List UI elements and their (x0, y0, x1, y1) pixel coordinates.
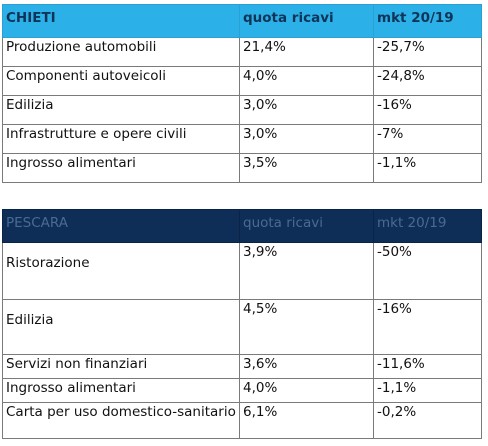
revenue-share-cell: 3,5% (239, 153, 374, 183)
market-change-cell: -7% (373, 124, 482, 154)
revenue-share-cell: 4,0% (239, 66, 374, 96)
market-change-cell: -16% (373, 95, 482, 125)
header-cell-revenue-share: quota ricavi (239, 209, 374, 243)
market-change-cell: -11,6% (373, 354, 482, 379)
market-change-cell: -50% (373, 242, 482, 300)
revenue-share-cell: 4,0% (239, 378, 374, 403)
sector-cell: Ristorazione (2, 242, 240, 300)
sector-cell: Produzione automobili (2, 37, 240, 67)
table-row: Produzione automobili 21,4% -25,7% (2, 37, 482, 67)
table-row: Ristorazione 3,9% -50% (2, 242, 482, 300)
sector-cell: Ingrosso alimentari (2, 378, 240, 403)
sector-cell: Componenti autoveicoli (2, 66, 240, 96)
sector-cell: Servizi non finanziari (2, 354, 240, 379)
revenue-share-cell: 4,5% (239, 299, 374, 355)
header-cell-market-change: mkt 20/19 (373, 209, 482, 243)
revenue-share-cell: 3,9% (239, 242, 374, 300)
revenue-share-cell: 3,0% (239, 124, 374, 154)
market-change-cell: -24,8% (373, 66, 482, 96)
market-change-cell: -25,7% (373, 37, 482, 67)
revenue-share-cell: 21,4% (239, 37, 374, 67)
market-change-cell: -16% (373, 299, 482, 355)
sector-cell: Ingrosso alimentari (2, 153, 240, 183)
table-row: Edilizia 4,5% -16% (2, 299, 482, 355)
revenue-share-cell: 3,6% (239, 354, 374, 379)
table-header-row: PESCARA quota ricavi mkt 20/19 (2, 209, 482, 243)
revenue-share-cell: 3,0% (239, 95, 374, 125)
header-cell-province: PESCARA (2, 209, 240, 243)
table-header-row: CHIETI quota ricavi mkt 20/19 (2, 4, 482, 38)
header-cell-revenue-share: quota ricavi (239, 4, 374, 38)
table-row: Ingrosso alimentari 4,0% -1,1% (2, 378, 482, 403)
table-row: Servizi non finanziari 3,6% -11,6% (2, 354, 482, 379)
header-cell-market-change: mkt 20/19 (373, 4, 482, 38)
sector-cell: Edilizia (2, 299, 240, 355)
market-change-cell: -1,1% (373, 153, 482, 183)
sector-cell: Infrastrutture e opere civili (2, 124, 240, 154)
table-row: Ingrosso alimentari 3,5% -1,1% (2, 153, 482, 183)
sector-cell: Edilizia (2, 95, 240, 125)
revenue-share-cell: 6,1% (239, 402, 374, 439)
pescara-table: PESCARA quota ricavi mkt 20/19 Ristorazi… (2, 209, 482, 439)
header-cell-province: CHIETI (2, 4, 240, 38)
table-row: Componenti autoveicoli 4,0% -24,8% (2, 66, 482, 96)
sector-cell: Carta per uso domestico-sanitario (2, 402, 240, 439)
chieti-table: CHIETI quota ricavi mkt 20/19 Produzione… (2, 4, 482, 183)
market-change-cell: -0,2% (373, 402, 482, 439)
table-row: Infrastrutture e opere civili 3,0% -7% (2, 124, 482, 154)
market-change-cell: -1,1% (373, 378, 482, 403)
table-row: Carta per uso domestico-sanitario 6,1% -… (2, 402, 482, 439)
table-row: Edilizia 3,0% -16% (2, 95, 482, 125)
